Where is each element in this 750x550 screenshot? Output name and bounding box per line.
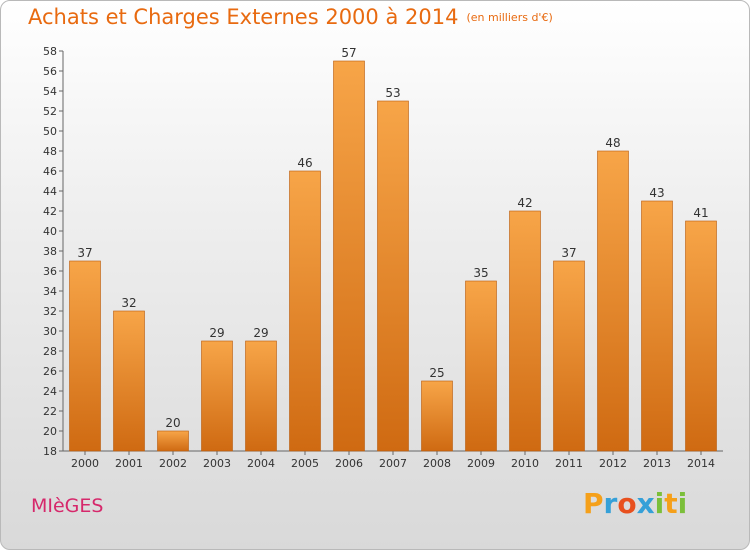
y-tick-label: 38 <box>43 245 57 258</box>
value-label-2007: 53 <box>385 86 400 100</box>
x-tick-label-2010: 2010 <box>511 457 539 470</box>
x-tick-label-2000: 2000 <box>71 457 99 470</box>
bar-2007 <box>377 100 409 452</box>
value-label-2005: 46 <box>297 156 312 170</box>
value-label-2010: 42 <box>517 196 532 210</box>
bar-2001 <box>113 310 145 452</box>
value-label-2013: 43 <box>649 186 664 200</box>
proxiti-logo: Proxiti <box>583 487 687 520</box>
y-tick-label: 34 <box>43 285 57 298</box>
y-tick-label: 32 <box>43 305 57 318</box>
value-label-2009: 35 <box>473 266 488 280</box>
y-tick-label: 52 <box>43 105 57 118</box>
value-label-2002: 20 <box>165 416 180 430</box>
x-tick-label-2009: 2009 <box>467 457 495 470</box>
x-tick-label-2002: 2002 <box>159 457 187 470</box>
y-tick-label: 42 <box>43 205 57 218</box>
logo-letter: o <box>617 487 637 520</box>
value-label-2008: 25 <box>429 366 444 380</box>
x-tick-label-2008: 2008 <box>423 457 451 470</box>
bar-2011 <box>553 260 585 452</box>
y-tick-label: 54 <box>43 85 57 98</box>
y-tick-label: 44 <box>43 185 57 198</box>
bar-2006 <box>333 60 365 452</box>
value-label-2000: 37 <box>77 246 92 260</box>
bar-2002 <box>157 430 189 452</box>
bar-2014 <box>685 220 717 452</box>
y-tick-label: 20 <box>43 425 57 438</box>
chart-title: Achats et Charges Externes 2000 à 2014 (e… <box>28 5 553 29</box>
bars: 37 32 20 29 29 46 57 53 25 35 42 37 48 43 41 <box>69 46 717 452</box>
x-tick-label-2007: 2007 <box>379 457 407 470</box>
y-axis: 18 20 22 24 26 28 30 32 34 36 38 40 42 44 46 48 50 52 54 56… <box>43 45 64 458</box>
value-label-2014: 41 <box>693 206 708 220</box>
x-tick-label-2004: 2004 <box>247 457 275 470</box>
value-label-2011: 37 <box>561 246 576 260</box>
y-tick-label: 58 <box>43 45 57 58</box>
value-label-2003: 29 <box>209 326 224 340</box>
y-tick-label: 30 <box>43 325 57 338</box>
x-tick-label-2001: 2001 <box>115 457 143 470</box>
x-tick-label-2006: 2006 <box>335 457 363 470</box>
bar-2009 <box>465 280 497 452</box>
chart-title-text: Achats et Charges Externes 2000 à 2014 <box>28 5 459 29</box>
bar-2008 <box>421 380 453 452</box>
logo-letter: P <box>583 487 604 520</box>
commune-name: MIèGES <box>31 495 104 517</box>
x-tick-label-2014: 2014 <box>687 457 715 470</box>
logo-letter: r <box>603 487 618 520</box>
x-tick-label-2012: 2012 <box>599 457 627 470</box>
y-tick-label: 36 <box>43 265 57 278</box>
bar-2005 <box>289 170 321 452</box>
y-tick-label: 56 <box>43 65 57 78</box>
value-label-2012: 48 <box>605 136 620 150</box>
bar-2013 <box>641 200 673 452</box>
x-tick-label-2011: 2011 <box>555 457 583 470</box>
chart-subtitle: (en milliers d'€) <box>466 11 553 24</box>
y-tick-label: 18 <box>43 445 57 458</box>
logo-letter: x <box>636 487 655 520</box>
value-label-2001: 32 <box>121 296 136 310</box>
y-tick-label: 28 <box>43 345 57 358</box>
y-tick-label: 22 <box>43 405 57 418</box>
logo-letter: t <box>664 487 678 520</box>
logo-letter: i <box>677 487 688 520</box>
bar-2000 <box>69 260 101 452</box>
bar-2012 <box>597 150 629 452</box>
bar-2004 <box>245 340 277 452</box>
y-tick-label: 48 <box>43 145 57 158</box>
value-label-2004: 29 <box>253 326 268 340</box>
x-tick-label-2005: 2005 <box>291 457 319 470</box>
x-tick-label-2003: 2003 <box>203 457 231 470</box>
y-tick-label: 40 <box>43 225 57 238</box>
x-axis: 2000 2001 2002 2003 2004 2005 2006 2007 2008 2009… <box>63 450 723 470</box>
x-tick-label-2013: 2013 <box>643 457 671 470</box>
logo-letter: i <box>654 487 665 520</box>
y-tick-label: 24 <box>43 385 57 398</box>
bar-2003 <box>201 340 233 452</box>
value-label-2006: 57 <box>341 46 356 60</box>
bar-2010 <box>509 210 541 452</box>
y-tick-label: 46 <box>43 165 57 178</box>
y-tick-label: 26 <box>43 365 57 378</box>
y-tick-label: 50 <box>43 125 57 138</box>
